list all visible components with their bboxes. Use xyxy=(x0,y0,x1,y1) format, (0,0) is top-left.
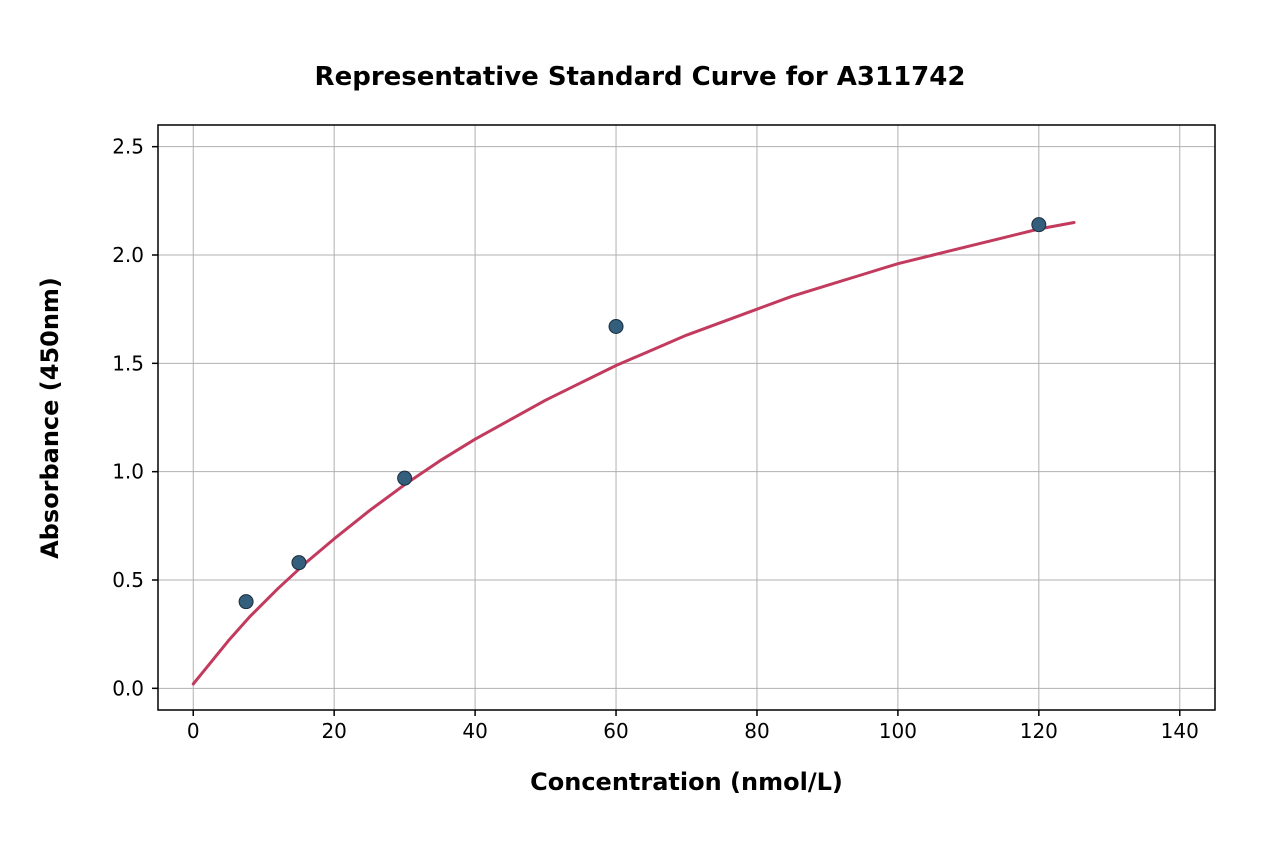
x-tick-label: 100 xyxy=(879,719,917,743)
x-tick-label: 0 xyxy=(187,719,200,743)
x-tick-label: 80 xyxy=(744,719,769,743)
x-tick-label: 140 xyxy=(1161,719,1199,743)
y-tick-label: 1.5 xyxy=(112,351,144,375)
data-point xyxy=(239,595,253,609)
x-tick-label: 40 xyxy=(462,719,487,743)
y-tick-label: 1.0 xyxy=(112,460,144,484)
y-tick-label: 0.5 xyxy=(112,568,144,592)
x-tick-label: 20 xyxy=(321,719,346,743)
x-tick-label: 120 xyxy=(1020,719,1058,743)
chart-container: Representative Standard Curve for A31174… xyxy=(0,0,1280,845)
x-tick-label: 60 xyxy=(603,719,628,743)
fitted-curve xyxy=(193,223,1074,685)
chart-svg: 0 20 40 60 80 100 120 140 0.0 0.5 1.0 1.5 2.0 2.5 xyxy=(0,0,1280,845)
y-tick-label: 2.5 xyxy=(112,135,144,159)
data-point xyxy=(398,471,412,485)
plot-border xyxy=(158,125,1215,710)
y-tick-label: 0.0 xyxy=(112,676,144,700)
data-point xyxy=(292,556,306,570)
y-tick-label: 2.0 xyxy=(112,243,144,267)
data-point xyxy=(1032,218,1046,232)
data-point xyxy=(609,320,623,334)
